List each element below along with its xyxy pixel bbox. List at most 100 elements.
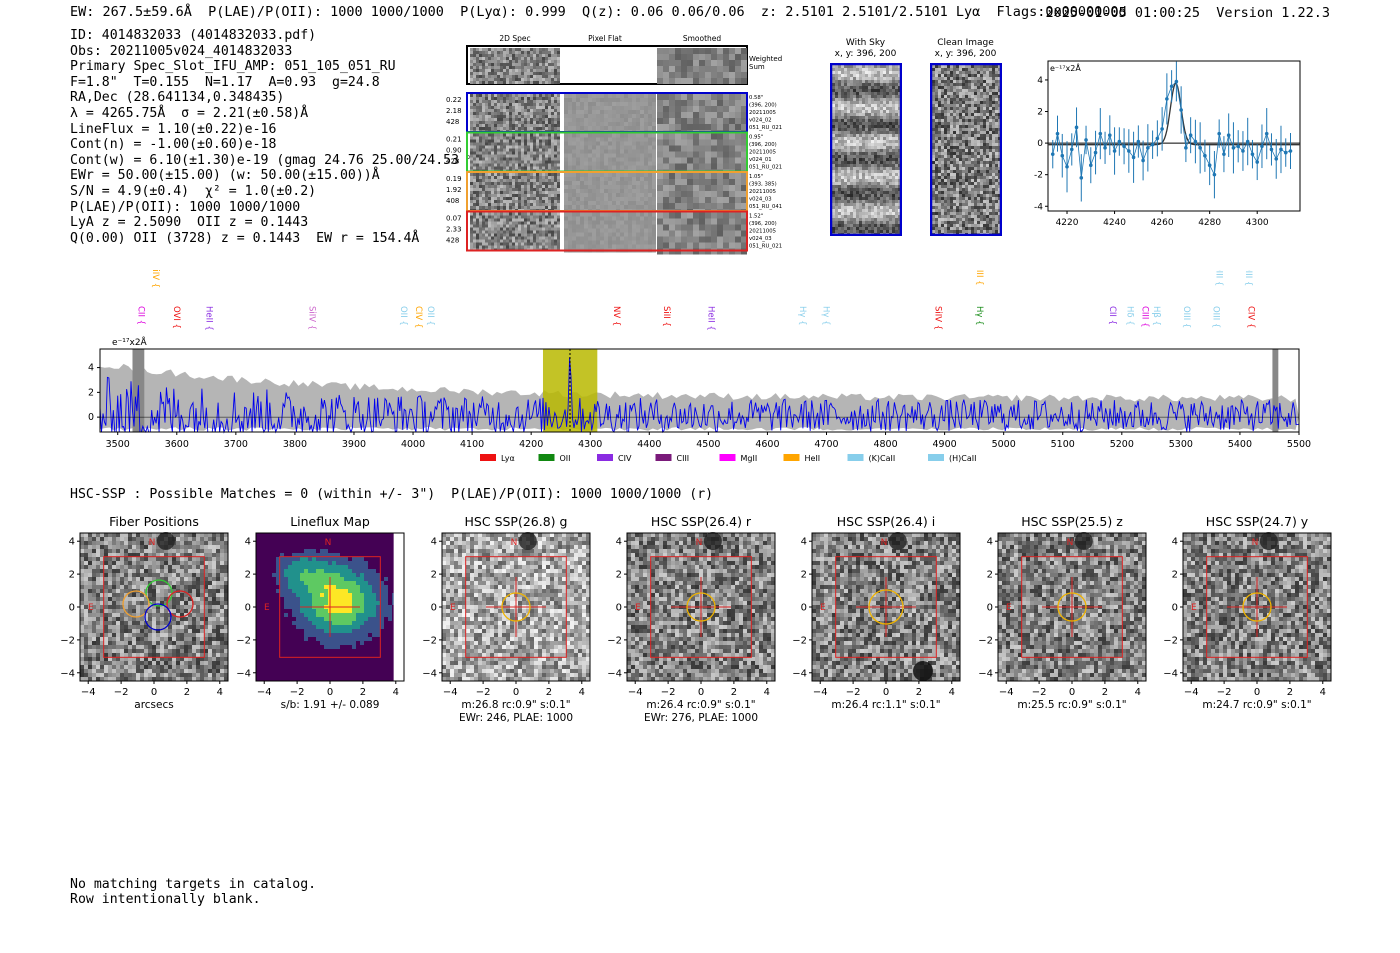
x-tick-label: 4600 bbox=[755, 439, 779, 450]
cutout-row-meta: (396, 200) bbox=[749, 103, 777, 109]
x-tick-label: 0 bbox=[1069, 687, 1075, 698]
x-tick-label: 2 bbox=[1102, 687, 1108, 698]
compass-east: E bbox=[264, 603, 270, 613]
panel-caption: m:26.8 rc:0.9" s:0.1" bbox=[461, 699, 570, 711]
cutout-row-stat: 2.18 bbox=[446, 107, 462, 115]
y-tick-label: −4 bbox=[1163, 668, 1178, 679]
legend-label: (K)CaII bbox=[869, 454, 896, 463]
y-tick-label: 0 bbox=[616, 603, 622, 614]
header-timestamp: 2025-01-05 01:00:25 Version 1.22.3 bbox=[1045, 5, 1330, 21]
info-line: Obs: 20211005v024_4014832033 bbox=[70, 43, 293, 59]
x-tick-label: −4 bbox=[628, 687, 643, 698]
compass-north: N bbox=[1252, 538, 1259, 548]
aperture-circle bbox=[868, 589, 904, 625]
info-line: P(LAE)/P(OII): 1000 1000/1000 bbox=[70, 199, 301, 215]
y-tick-label: −4 bbox=[422, 668, 437, 679]
panel-caption: s/b: 1.91 +/- 0.089 bbox=[281, 699, 380, 711]
fit-curve bbox=[1048, 82, 1300, 146]
y-tick-label: 0 bbox=[1037, 139, 1043, 149]
info-line: F=1.8" T=0.155 N=1.17 A=0.93 g=24.8 bbox=[70, 74, 380, 90]
cutout-row-meta: (396, 200) bbox=[749, 221, 777, 227]
cutout-row-meta: 20211005 bbox=[749, 110, 776, 116]
y-tick-label: 4 bbox=[801, 537, 807, 548]
x-tick-label: 5200 bbox=[1110, 439, 1134, 450]
spectral-line-label: CIII { bbox=[974, 270, 984, 286]
x-tick-label: 2 bbox=[916, 687, 922, 698]
panel-caption: m:26.4 rc:1.1" s:0.1" bbox=[831, 699, 940, 711]
footer-line-2: Row intentionally blank. bbox=[70, 892, 261, 907]
compass-east: E bbox=[1006, 603, 1012, 613]
x-tick-label: −2 bbox=[1032, 687, 1047, 698]
cutout-row-stat: 1.92 bbox=[446, 186, 462, 194]
info-line: ID: 4014832033 (4014832033.pdf) bbox=[70, 28, 317, 43]
x-tick-label: 4200 bbox=[519, 439, 543, 450]
legend-swatch bbox=[928, 454, 944, 461]
neighbor-source bbox=[703, 532, 722, 550]
x-tick-label: 3900 bbox=[342, 439, 366, 450]
cutout-row-frame bbox=[466, 210, 748, 252]
row-pixel-flat bbox=[564, 94, 656, 134]
x-tick-label: 4300 bbox=[1246, 218, 1269, 228]
cutout-row-stat: 0.90 bbox=[446, 147, 462, 155]
spectral-line-label: Hγ { bbox=[974, 306, 984, 326]
aperture-box bbox=[650, 556, 752, 658]
x-tick-label: 0 bbox=[327, 687, 333, 698]
y-tick-label: −4 bbox=[60, 668, 75, 679]
spectral-line-label: OIII { bbox=[1213, 270, 1223, 286]
compass-east: E bbox=[820, 603, 826, 613]
x-tick-label: 2 bbox=[184, 687, 190, 698]
panel-caption: EWr: 276, PLAE: 1000 bbox=[644, 712, 758, 724]
cutout-row-meta: v024_02 bbox=[749, 118, 772, 124]
x-tick-label: 0 bbox=[151, 687, 157, 698]
masked-region bbox=[1272, 349, 1279, 432]
imaging-panels: Fiber Positions N E −4 −2 0 2 4 −4 −2 0 2 4 arcsecs Li… bbox=[60, 514, 1332, 724]
x-tick-label: 3500 bbox=[106, 439, 130, 450]
y-tick-label: 2 bbox=[88, 387, 94, 398]
full-spectrum-chart: 0 2 4 3500 3600 3700 3800 3900 4000 4100 4200 4300 4… bbox=[88, 270, 1311, 463]
spectral-line-label: CIII { bbox=[1139, 306, 1149, 328]
x-tick-label: 4100 bbox=[460, 439, 484, 450]
x-tick-label: 2 bbox=[546, 687, 552, 698]
row-2d-spec bbox=[470, 133, 560, 173]
x-tick-label: −4 bbox=[81, 687, 96, 698]
weighted-label: Weighted bbox=[749, 55, 782, 63]
aperture-box bbox=[1206, 556, 1308, 658]
row-2d-spec bbox=[470, 173, 560, 212]
x-tick-label: 3700 bbox=[224, 439, 248, 450]
y-tick-label: 0 bbox=[245, 603, 251, 614]
y-tick-label: 0 bbox=[801, 603, 807, 614]
error-envelope bbox=[100, 363, 1299, 418]
spectral-line-label: OII { bbox=[425, 306, 435, 326]
weighted-smoothed bbox=[657, 48, 747, 84]
aperture-circle bbox=[1057, 592, 1087, 622]
spectral-line-label: HeII { bbox=[203, 306, 213, 331]
imaging-panel: Fiber Positions N E −4 −2 0 2 4 −4 −2 0 2 4 arcsecs bbox=[60, 514, 229, 711]
x-tick-label: −4 bbox=[1184, 687, 1199, 698]
cutout-row-meta: (396, 200) bbox=[749, 142, 777, 148]
cutout-row-meta: 0.95" bbox=[749, 135, 763, 141]
y-tick-label: −2 bbox=[607, 635, 622, 646]
y-tick-label: −4 bbox=[978, 668, 993, 679]
header-summary: EW: 267.5±59.6Å P(LAE)/P(OII): 1000 1000… bbox=[70, 4, 1127, 20]
info-line: LineFlux = 1.10(±0.22)e-16 bbox=[70, 121, 277, 137]
neighbor-source bbox=[518, 532, 537, 550]
cutout-row-stat: 0.19 bbox=[446, 175, 462, 183]
y-tick-label: −2 bbox=[422, 635, 437, 646]
with-sky-image bbox=[830, 63, 902, 236]
panel-title: HSC SSP(26.8) g bbox=[465, 514, 568, 529]
y-tick-label: −2 bbox=[236, 635, 251, 646]
y-axis-label: e⁻¹⁷x2Å bbox=[1050, 62, 1081, 73]
spectral-line-label: OVI { bbox=[171, 306, 181, 329]
panel-caption: m:26.4 rc:0.9" s:0.1" bbox=[646, 699, 755, 711]
line-fit-chart: -4 -2 0 2 4 4220 4240 4260 4280 4300 e⁻¹⁷x2Å bbox=[1034, 60, 1301, 228]
y-tick-label: 0 bbox=[431, 603, 437, 614]
weighted-2d-spec bbox=[470, 48, 560, 84]
spectral-line-label: CIV { bbox=[413, 306, 423, 328]
cutout-row-stat: 0.22 bbox=[446, 96, 462, 104]
y-tick-label: 4 bbox=[88, 363, 94, 374]
cutout-column-label: 2D Spec bbox=[499, 34, 530, 43]
legend-swatch bbox=[783, 454, 800, 461]
legend-swatch bbox=[597, 454, 613, 461]
y-tick-label: 0 bbox=[69, 603, 75, 614]
x-tick-label: 0 bbox=[513, 687, 519, 698]
